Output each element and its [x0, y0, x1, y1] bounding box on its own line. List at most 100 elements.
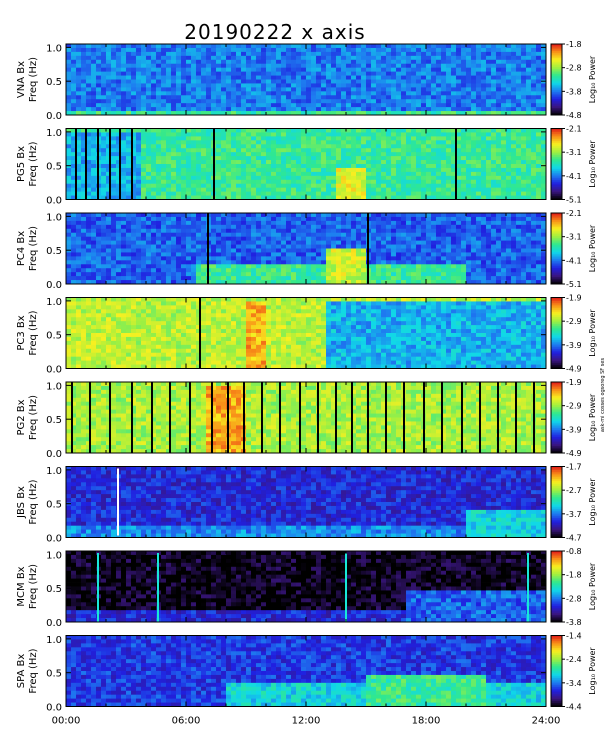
- spectrogram-cell: [396, 252, 402, 257]
- spectrogram-cell: [391, 252, 397, 257]
- spectrogram-cell: [351, 183, 357, 189]
- spectrogram-cell: [466, 55, 472, 61]
- spectrogram-cell: [106, 167, 112, 173]
- spectrogram-cell: [246, 256, 252, 261]
- spectrogram-cell: [66, 47, 72, 53]
- spectrogram-cell: [191, 220, 197, 226]
- spectrogram-cell: [211, 59, 217, 65]
- spectrogram-cell: [461, 148, 467, 153]
- spectrogram-cell: [196, 59, 202, 65]
- spectrogram-cell: [391, 164, 397, 169]
- spectrogram-cell: [196, 248, 202, 253]
- spectrogram-cell: [226, 228, 232, 234]
- spectrogram-cell: [101, 232, 107, 238]
- spectrogram-cell: [66, 99, 72, 104]
- spectrogram-cell: [416, 167, 422, 173]
- spectrogram-cell: [186, 59, 192, 65]
- spectrogram-cell: [106, 47, 112, 53]
- spectrogram-cell: [406, 252, 412, 257]
- spectrogram-cell: [391, 44, 397, 49]
- spectrogram-cell: [71, 260, 77, 265]
- spectrogram-cell: [221, 128, 227, 133]
- spectrogram-cell: [341, 280, 347, 285]
- spectrogram-cell: [226, 160, 232, 165]
- spectrogram-cell: [436, 256, 442, 261]
- spectrogram-cell: [116, 167, 122, 173]
- spectrogram-cell: [106, 240, 112, 245]
- spectrogram-cell: [296, 99, 302, 104]
- spectrogram-cell: [171, 248, 177, 253]
- spectrogram-cell: [326, 195, 332, 200]
- spectrogram-cell: [221, 79, 227, 84]
- spectrogram-cell: [206, 83, 212, 88]
- spectrogram-cell: [231, 83, 237, 88]
- spectrogram-cell: [136, 179, 142, 185]
- spectrogram-cell: [431, 75, 437, 80]
- spectrogram-cell: [201, 252, 207, 257]
- spectrogram-cell: [276, 167, 282, 173]
- colorbar-frame: [550, 43, 563, 116]
- spectrogram-cell: [101, 252, 107, 257]
- spectrogram-cell: [406, 47, 412, 53]
- spectrogram-cell: [286, 99, 292, 104]
- spectrogram-cell: [296, 111, 302, 116]
- spectrogram-cell: [511, 175, 517, 181]
- spectrogram-cell: [136, 51, 142, 57]
- spectrogram-cell: [511, 103, 517, 108]
- spectrogram-cell: [221, 75, 227, 80]
- spectrogram-cell: [191, 248, 197, 253]
- spectrogram-cell: [186, 264, 192, 269]
- spectrogram-cell: [256, 224, 262, 230]
- spectrogram-cell: [296, 67, 302, 73]
- spectrogram-cell: [366, 95, 372, 100]
- spectrogram-cell: [421, 213, 427, 218]
- spectrogram-cell: [206, 183, 212, 189]
- spectrogram-cell: [316, 220, 322, 226]
- spectrogram-cell: [356, 260, 362, 265]
- spectrogram-cell: [311, 148, 317, 153]
- spectrogram-cell: [201, 59, 207, 65]
- spectrogram-cell: [256, 59, 262, 65]
- colorbar-swatch: [551, 194, 562, 197]
- spectrogram-cell: [426, 51, 432, 57]
- spectrogram-cell: [296, 128, 302, 133]
- spectrogram-cell: [261, 83, 267, 88]
- spectrogram-cell: [236, 248, 242, 253]
- spectrogram-cell: [381, 224, 387, 230]
- spectrogram-cell: [231, 167, 237, 173]
- spectrogram-cell: [261, 107, 267, 112]
- spectrogram-cell: [286, 103, 292, 108]
- spectrogram-cell: [281, 244, 287, 249]
- spectrogram-cell: [341, 183, 347, 189]
- spectrogram-cell: [336, 228, 342, 234]
- spectrogram-cell: [71, 268, 77, 273]
- spectrogram-cell: [431, 47, 437, 53]
- spectrogram-cell: [226, 156, 232, 161]
- spectrogram-cell: [326, 236, 332, 242]
- spectrogram-cell: [391, 103, 397, 108]
- spectrogram-cell: [241, 164, 247, 169]
- spectrogram-cell: [251, 220, 257, 226]
- spectrogram-cell: [116, 220, 122, 226]
- spectrogram-cell: [471, 183, 477, 189]
- spectrogram-cell: [361, 144, 367, 149]
- spectrogram-cell: [156, 175, 162, 181]
- spectrogram-cell: [451, 152, 457, 157]
- spectrogram-cell: [531, 152, 537, 157]
- spectrogram-cell: [261, 160, 267, 165]
- colorbar-swatch: [551, 185, 562, 188]
- spectrogram-cell: [251, 140, 257, 145]
- spectrogram-cell: [106, 264, 112, 269]
- spectrogram-cell: [241, 47, 247, 53]
- spectrogram-cell: [316, 95, 322, 100]
- spectrogram-cell: [281, 280, 287, 285]
- spectrogram-cell: [396, 156, 402, 161]
- spectrogram-cell: [126, 148, 132, 153]
- spectrogram-cell: [506, 111, 512, 116]
- spectrogram-cell: [261, 224, 267, 230]
- spectrogram-cell: [111, 183, 117, 189]
- spectrogram-cell: [121, 268, 127, 273]
- spectrogram-cell: [326, 51, 332, 57]
- spectrogram-cell: [331, 63, 337, 69]
- spectrogram-cell: [241, 59, 247, 65]
